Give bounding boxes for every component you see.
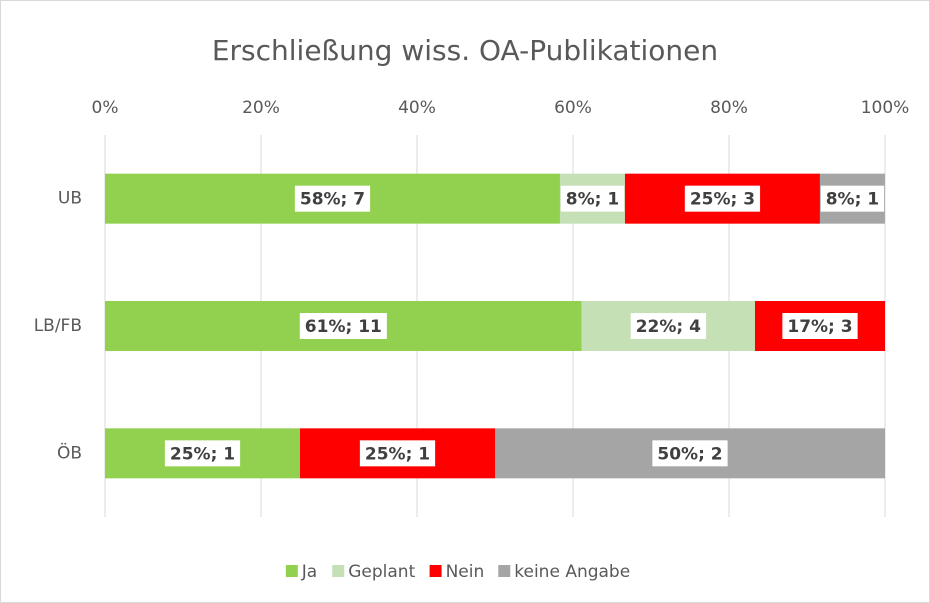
x-tick-label: 60% xyxy=(554,98,592,118)
legend-swatch xyxy=(332,565,345,577)
legend-label: Ja xyxy=(301,562,317,582)
legend-swatch xyxy=(429,565,442,577)
x-tick-label: 20% xyxy=(242,98,280,118)
data-label: 61%; 11 xyxy=(305,317,382,337)
legend-swatch xyxy=(498,565,511,577)
data-label-box xyxy=(294,185,371,212)
data-label: 25%; 1 xyxy=(365,444,430,464)
y-tick-label: ÖB xyxy=(57,441,82,463)
data-label-box xyxy=(299,313,387,339)
data-label: 25%; 3 xyxy=(690,190,755,210)
x-tick-label: 40% xyxy=(398,98,436,118)
y-tick-label: UB xyxy=(58,189,82,209)
legend-label: Nein xyxy=(446,562,485,582)
data-label-box xyxy=(164,440,241,467)
data-label: 22%; 4 xyxy=(636,317,701,337)
chart-title: Erschließung wiss. OA-Publikationen xyxy=(212,34,718,67)
data-label-box xyxy=(630,313,707,339)
data-label-box xyxy=(684,185,761,212)
data-label: 58%; 7 xyxy=(300,190,365,210)
data-label-box xyxy=(359,440,436,467)
data-label-box xyxy=(782,313,858,339)
data-label-box xyxy=(560,185,625,212)
x-tick-label: 80% xyxy=(710,98,748,118)
legend-swatch xyxy=(285,565,298,577)
data-label: 25%; 1 xyxy=(170,444,235,464)
data-label-box xyxy=(652,440,728,467)
data-label: 8%; 1 xyxy=(566,190,619,210)
legend-label: Geplant xyxy=(348,562,415,582)
data-label-box xyxy=(820,185,885,212)
x-tick-label: 0% xyxy=(92,98,119,118)
legend-label: keine Angabe xyxy=(514,562,630,582)
y-tick-label: LB/FB xyxy=(34,316,82,336)
x-tick-label: 100% xyxy=(861,98,910,118)
data-label: 17%; 3 xyxy=(787,317,852,337)
data-label: 8%; 1 xyxy=(826,190,879,210)
data-label: 50%; 2 xyxy=(657,444,722,464)
